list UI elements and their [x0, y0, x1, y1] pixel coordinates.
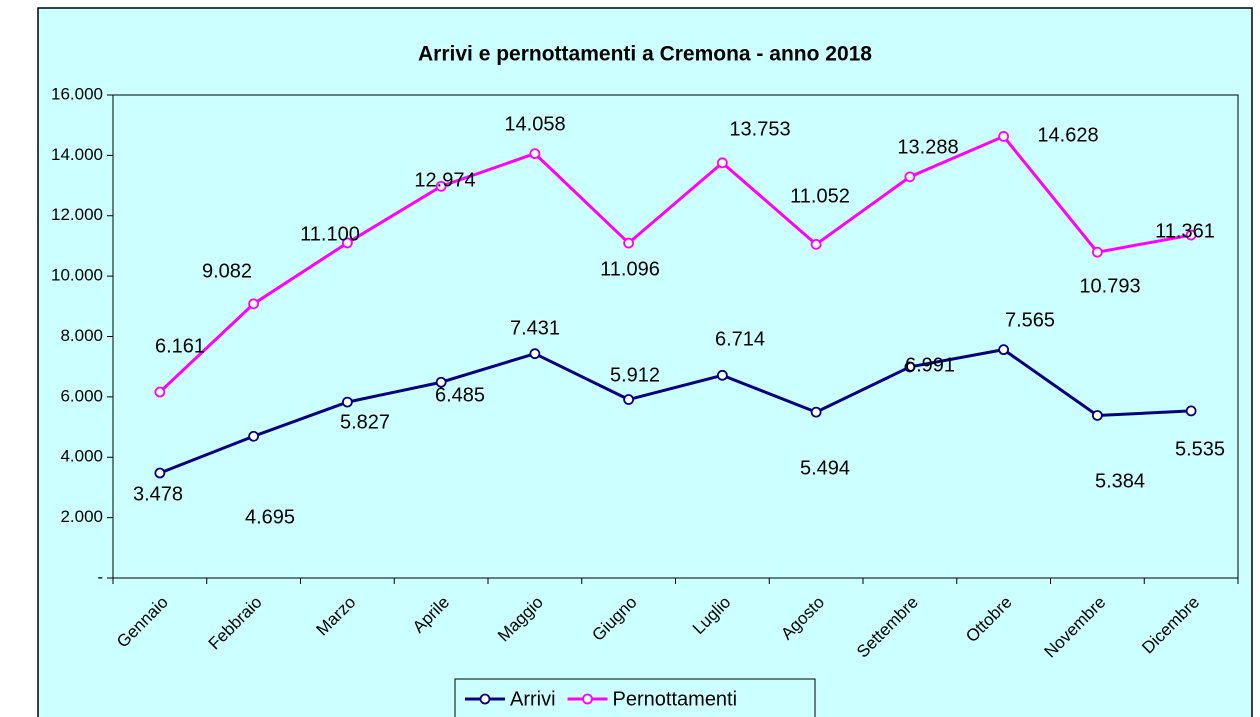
y-tick-label: 14.000: [51, 145, 103, 164]
point: [716, 369, 728, 381]
y-tick-label: 8.000: [60, 326, 103, 345]
point: [341, 237, 353, 249]
data-label: 5.535: [1175, 438, 1225, 460]
data-label: 5.384: [1095, 470, 1145, 492]
point: [435, 180, 447, 192]
data-label: 6.161: [155, 335, 205, 357]
chart-title: Arrivi e pernottamenti a Cremona - anno …: [418, 43, 872, 66]
data-label: 11.100: [300, 223, 360, 245]
data-label: 13.753: [729, 118, 790, 140]
line-series: [159, 348, 1192, 475]
line-series: [158, 134, 1192, 394]
point: [623, 394, 635, 405]
legend-label: Pernottamenti: [613, 688, 738, 710]
data-label: 12.974: [414, 169, 475, 191]
data-label: 6.485: [435, 384, 485, 406]
data-label: 4.695: [245, 506, 295, 528]
data-label: 11.096: [600, 258, 660, 280]
y-tick-label: 16.000: [51, 84, 103, 103]
point: [248, 430, 260, 442]
point: [529, 148, 541, 160]
legend-marker: [479, 693, 491, 705]
y-tick-label: 2.000: [60, 507, 103, 526]
data-label: 14.058: [504, 113, 565, 135]
point: [1185, 405, 1197, 417]
data-label: 7.431: [510, 317, 560, 339]
y-tick-label: 6.000: [60, 386, 103, 405]
point: [248, 298, 260, 310]
chart-frame: [37, 7, 1253, 717]
point: [998, 344, 1010, 356]
data-label: 7.565: [1005, 309, 1055, 331]
point: [1091, 246, 1103, 258]
data-label: 11.052: [790, 185, 850, 207]
data-label: 10.793: [1079, 275, 1140, 297]
point: [716, 157, 728, 169]
data-label: 6.991: [905, 354, 955, 376]
data-label: 11.361: [1155, 220, 1215, 242]
point: [435, 376, 447, 388]
data-label: 3.478: [133, 483, 183, 505]
point: [1185, 229, 1197, 241]
point: [810, 238, 822, 250]
data-label: 13.288: [897, 136, 958, 158]
data-label: 6.714: [715, 328, 765, 350]
point: [154, 467, 166, 479]
point: [623, 237, 635, 249]
y-tick-label: 10.000: [51, 266, 103, 285]
legend-box: [454, 678, 816, 717]
legend-label: Arrivi: [510, 688, 556, 710]
point: [998, 131, 1010, 142]
data-label: 5.494: [800, 457, 850, 479]
point: [810, 406, 822, 418]
data-label: 9.082: [202, 260, 252, 282]
y-tick-label: -: [97, 567, 103, 586]
data-label: 5.912: [610, 364, 660, 386]
point: [904, 361, 916, 373]
y-tick-label: 12.000: [51, 205, 103, 224]
point: [904, 171, 916, 183]
point: [1091, 410, 1103, 421]
point: [154, 386, 166, 398]
legend-marker: [582, 693, 593, 705]
data-label: 5.827: [340, 411, 390, 433]
point: [529, 348, 541, 360]
data-label: 14.628: [1037, 124, 1098, 146]
point: [341, 396, 353, 408]
y-tick-label: 4.000: [60, 447, 103, 466]
